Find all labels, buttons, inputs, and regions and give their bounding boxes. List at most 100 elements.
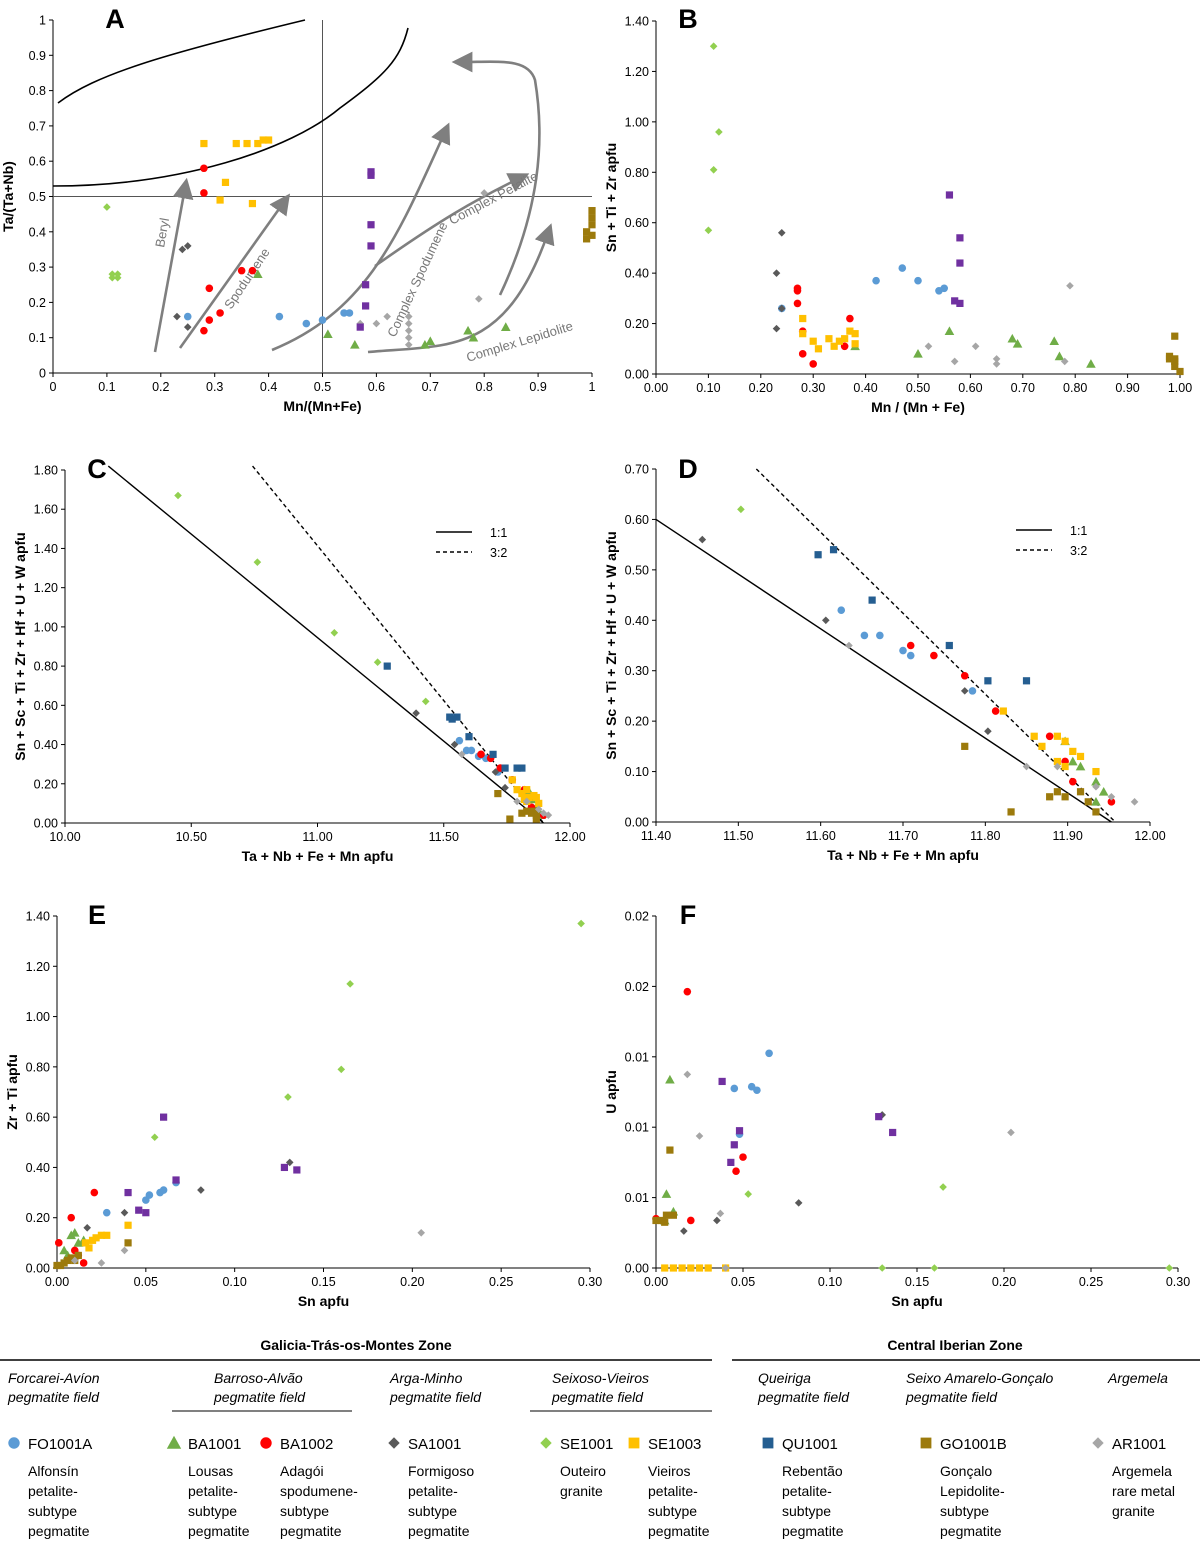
y-tick-label: 0.00 [625, 368, 649, 382]
data-point-go1001b [530, 807, 538, 815]
x-tick-label: 0.40 [853, 381, 877, 395]
data-point-ba1002 [477, 750, 485, 759]
data-point-extra [730, 1141, 738, 1149]
legend-zone-central-iberian: Central Iberian Zone [887, 1337, 1023, 1353]
data-point-se1003 [695, 1264, 704, 1272]
panel-c: 10.00 10.50 11.00 11.50 12.00 0.00 0.20 0.40 0.6… [12, 454, 586, 864]
data-point-se1001 [930, 1264, 939, 1272]
legend-desc-fo1001a: pegmatite [28, 1523, 90, 1539]
x-tick-label: 11.50 [429, 830, 459, 844]
legend-marker-ba1002 [260, 1437, 272, 1449]
data-point-se1003 [799, 314, 807, 323]
data-point-ar1001 [404, 312, 413, 321]
series-ar1001 [924, 281, 1074, 368]
series-se1003 [799, 314, 859, 353]
x-axis-title: Mn / (Mn + Fe) [871, 399, 965, 415]
data-point-ba1001 [59, 1245, 69, 1255]
data-point-se1003 [508, 776, 516, 784]
data-point-extra [951, 297, 959, 305]
data-point-se1003 [216, 196, 224, 204]
data-point-go1001b [1171, 332, 1179, 340]
y-tick-label: 0.1 [29, 331, 46, 345]
data-point-ba1001 [425, 336, 436, 346]
figure-panels: 0 0.1 0.2 0.3 0.4 0.5 0.6 0.7 0.8 0.9 100.10.20.30… [0, 4, 1192, 1309]
legend-marker-fo1001a [8, 1437, 20, 1449]
data-point-go1001b [1092, 808, 1100, 816]
data-point-go1001b [669, 1211, 677, 1219]
data-point-se1001 [103, 203, 111, 211]
data-point-se1003 [232, 139, 240, 148]
data-point-se1001 [284, 1093, 292, 1101]
y-tick-label: 0.60 [26, 1111, 50, 1125]
legend-marker-se1001 [540, 1437, 552, 1449]
data-point-se1003 [799, 330, 807, 338]
x-tick-label: 0.50 [906, 381, 930, 395]
legend-marker-sa1001 [388, 1437, 400, 1449]
data-point-ba1001 [1012, 338, 1023, 348]
y-tick-label: 0.60 [625, 216, 649, 230]
series-go1001b [1165, 332, 1184, 376]
y-axis-title: Ta/(Ta+Nb) [0, 161, 16, 232]
data-point-ar1001 [1053, 762, 1062, 771]
data-point-fo1001a [318, 316, 327, 324]
series-fo1001a [79, 1178, 180, 1247]
data-point-go1001b [583, 228, 591, 236]
data-point-extra [142, 1209, 150, 1217]
data-point-ba1001 [1086, 359, 1096, 368]
data-point-ba1001 [463, 325, 473, 335]
panel-f: 0.00 0.05 0.10 0.15 0.20 0.25 0.30 0.00 0.01 0.01… [603, 900, 1190, 1309]
data-point-ba1001 [253, 269, 263, 278]
data-point-se1003 [200, 139, 208, 148]
data-point-ar1001 [539, 809, 548, 817]
data-point-se1003 [221, 178, 230, 186]
data-point-extra [956, 259, 964, 267]
data-point-se1001 [373, 658, 382, 666]
legend-marker-se1003 [628, 1437, 640, 1449]
legend-desc-ba1002: subtype [280, 1503, 329, 1519]
x-tick-label: 11.80 [970, 829, 1000, 843]
data-point-extra [945, 191, 954, 199]
legend-desc-go1001b: Gonçalo [940, 1463, 992, 1479]
data-point-se1003 [532, 793, 540, 802]
data-point-ba1002 [67, 1213, 76, 1222]
legend-desc-ba1001: subtype [188, 1503, 237, 1519]
data-point-ba1002 [687, 1216, 695, 1225]
figure-legend: Galicia-Trás-os-Montes Zone Central Iber… [0, 1337, 1200, 1539]
data-point-extra [362, 281, 370, 289]
data-point-ba1002 [79, 1259, 88, 1267]
panel-letter: F [680, 900, 697, 930]
y-tick-label: 1.60 [34, 503, 58, 517]
legend-desc-ar1001: rare metal [1112, 1483, 1175, 1499]
data-point-go1001b [1165, 352, 1174, 360]
data-point-se1001 [737, 505, 745, 514]
data-point-ba1002 [798, 350, 807, 358]
legend-desc-ar1001: granite [1112, 1503, 1155, 1519]
series-se1001 [744, 1183, 1174, 1272]
data-point-go1001b [1061, 793, 1069, 801]
panel-d: 11.40 11.50 11.60 11.70 11.80 11.90 12.00 0.00 0… [603, 454, 1166, 863]
series-se1001 [103, 203, 122, 282]
legend-entry-se1001: SE1001 Outeiro granite [540, 1436, 613, 1499]
data-point-go1001b [1171, 355, 1179, 363]
x-tick-label: 0.6 [368, 380, 385, 394]
legend-field-barroso: Barroso-Alvão pegmatite field [213, 1370, 306, 1405]
data-point-fo1001a [940, 284, 948, 293]
data-point-se1003 [1061, 737, 1069, 745]
data-point-se1003 [704, 1264, 712, 1272]
y-tick-label: 0.20 [34, 777, 58, 791]
y-tick-label: 0.50 [625, 563, 649, 577]
data-point-sa1001 [197, 1186, 205, 1194]
legend-field-seixoso: Seixoso-Vieiros pegmatite field [551, 1370, 649, 1405]
x-tick-label: 0.15 [311, 1275, 335, 1289]
y-tick-label: 0.01 [625, 1121, 649, 1135]
series-sa1001 [698, 535, 992, 736]
data-point-se1003 [243, 139, 251, 148]
series-fo1001a [730, 1049, 773, 1139]
data-point-ar1001 [992, 360, 1001, 368]
y-tick-label: 0.00 [34, 817, 58, 831]
x-axis-title: Sn apfu [298, 1293, 349, 1309]
series-go1001b [494, 789, 540, 823]
legend-desc-sa1001: petalite- [408, 1483, 458, 1499]
x-tick-label: 11.50 [723, 829, 753, 843]
y-tick-label: 0.02 [625, 910, 649, 924]
